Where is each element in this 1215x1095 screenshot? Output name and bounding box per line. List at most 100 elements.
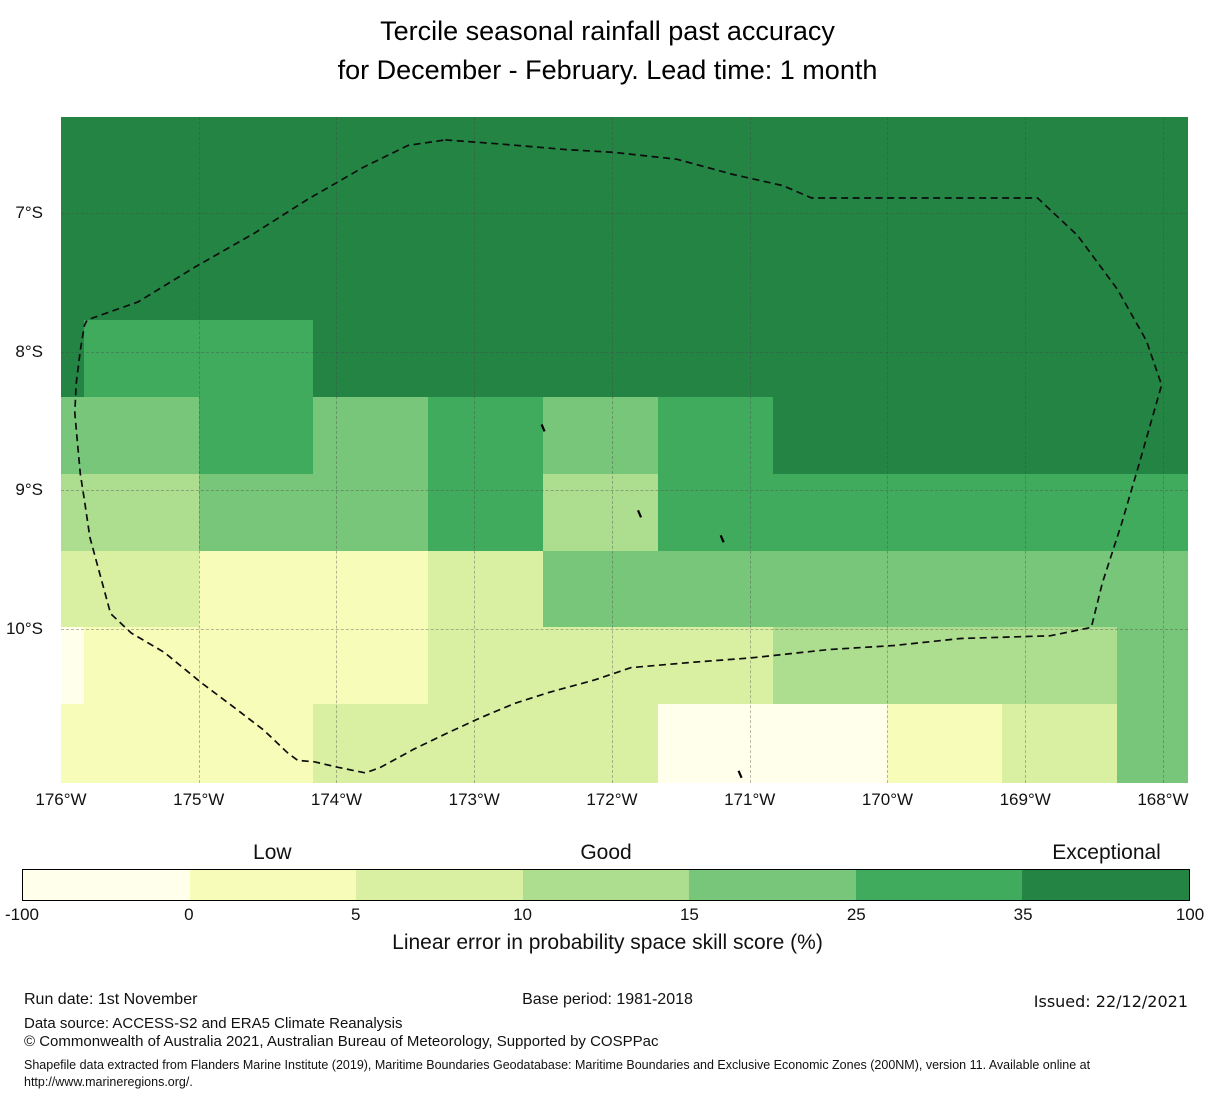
map-cell xyxy=(1002,704,1118,784)
longitude-gridline xyxy=(611,117,613,783)
map-cell xyxy=(1117,117,1189,167)
map-cell xyxy=(428,473,544,552)
map-cell xyxy=(61,319,85,398)
map-cell xyxy=(198,117,314,167)
longitude-gridline xyxy=(474,117,476,783)
map-cell xyxy=(84,319,200,398)
map-cell xyxy=(198,704,314,784)
y-axis-tick-label: 8°S xyxy=(15,341,43,361)
map-cell xyxy=(657,627,774,705)
colorbar-tick-label: 0 xyxy=(184,905,194,924)
colorbar-segment xyxy=(1022,870,1190,900)
map-cell xyxy=(1117,243,1189,321)
colorbar-tick-label: 25 xyxy=(846,905,866,924)
map-cell xyxy=(84,704,200,784)
map-cell xyxy=(887,627,1003,705)
map-cell xyxy=(1002,166,1118,244)
y-axis-tick-label: 7°S xyxy=(15,203,43,223)
eez-boundary-dashed-line xyxy=(73,139,1163,774)
map-cell xyxy=(61,550,85,628)
latitude-gridline xyxy=(61,628,1188,630)
colorbar-segment xyxy=(356,870,523,900)
map-cell xyxy=(1117,473,1189,552)
map-cell xyxy=(313,319,429,398)
map-cell xyxy=(313,627,429,705)
map-cell xyxy=(61,473,85,552)
map-cell xyxy=(887,243,1003,321)
map-cell xyxy=(198,319,314,398)
chart-title-line2: for December - February. Lead time: 1 mo… xyxy=(337,55,878,85)
map-cell xyxy=(428,243,544,321)
map-cell xyxy=(1002,396,1118,475)
colorbar-caption: Linear error in probability space skill … xyxy=(392,931,823,954)
y-axis-tick-label: 10°S xyxy=(5,618,43,638)
map-cell xyxy=(887,319,1003,398)
map-cell xyxy=(61,704,85,784)
chart-title-line1: Tercile seasonal rainfall past accuracy xyxy=(380,16,835,46)
map-cell xyxy=(543,117,659,167)
map-cell xyxy=(657,396,774,475)
map-cell xyxy=(84,117,200,167)
map-cell xyxy=(1002,243,1118,321)
longitude-gridline xyxy=(336,117,338,783)
map-cell xyxy=(313,243,429,321)
colorbar-segment xyxy=(23,870,190,900)
map-cell xyxy=(428,396,544,475)
map-cell xyxy=(428,166,544,244)
map-cell xyxy=(887,166,1003,244)
map-cell xyxy=(657,319,774,398)
x-axis-tick-label: 174°W xyxy=(310,790,363,809)
map-cell xyxy=(543,166,659,244)
map-cell xyxy=(84,473,200,552)
footer-base-period: Base period: 1981-2018 xyxy=(522,991,693,1008)
map-cell xyxy=(1002,550,1118,628)
map-cell xyxy=(657,243,774,321)
map-cell xyxy=(198,396,314,475)
footer-issued-date: Issued: 22/12/2021 xyxy=(1033,992,1188,1011)
eez-overlay xyxy=(73,139,1163,779)
map-cell xyxy=(1117,166,1189,244)
x-axis-tick-label: 171°W xyxy=(724,790,776,809)
map-cell xyxy=(428,550,544,628)
map-cell xyxy=(313,166,429,244)
colorbar-tick-label: -100 xyxy=(4,905,40,924)
map-cell xyxy=(84,243,200,321)
x-axis-tick-label: 172°W xyxy=(586,790,638,809)
map-cell xyxy=(657,550,774,628)
latitude-gridline xyxy=(61,351,1188,353)
x-axis-tick-label: 168°W xyxy=(1137,790,1189,809)
colorbar-category-label: Low xyxy=(253,841,292,864)
map-cell xyxy=(772,166,888,244)
map-cell xyxy=(543,319,659,398)
footer-copyright: © Commonwealth of Australia 2021, Austra… xyxy=(24,1033,659,1050)
map-cell xyxy=(772,550,888,628)
map-cell xyxy=(887,117,1003,167)
map-cell xyxy=(887,473,1003,552)
map-cell xyxy=(84,166,200,244)
map-cell xyxy=(657,117,774,167)
map-cell xyxy=(1117,627,1189,705)
latitude-gridline xyxy=(61,213,1188,215)
map-cell xyxy=(772,627,888,705)
map-cell xyxy=(428,704,544,784)
map-cell xyxy=(198,243,314,321)
colorbar-segment xyxy=(855,870,1023,900)
colorbar-tick-label: 10 xyxy=(513,905,533,924)
map-cell xyxy=(543,550,659,628)
x-axis-tick-label: 170°W xyxy=(861,790,914,809)
colorbar-tick-label: 5 xyxy=(350,905,361,924)
colorbar-tick-label: 100 xyxy=(1175,905,1205,924)
colorbar-segment xyxy=(522,870,690,900)
map-cell xyxy=(1002,117,1118,167)
footer-shapefile-url: http://www.marineregions.org/. xyxy=(24,1075,193,1089)
map-cell xyxy=(1002,627,1118,705)
map-cell xyxy=(772,396,888,475)
island-mark xyxy=(637,509,643,518)
island-marks xyxy=(540,424,743,779)
colorbar-category-label: Exceptional xyxy=(1052,841,1161,864)
map-cell xyxy=(1002,473,1118,552)
map-cell xyxy=(1117,550,1189,628)
map-cell xyxy=(543,243,659,321)
x-axis-tick-label: 175°W xyxy=(173,790,225,809)
